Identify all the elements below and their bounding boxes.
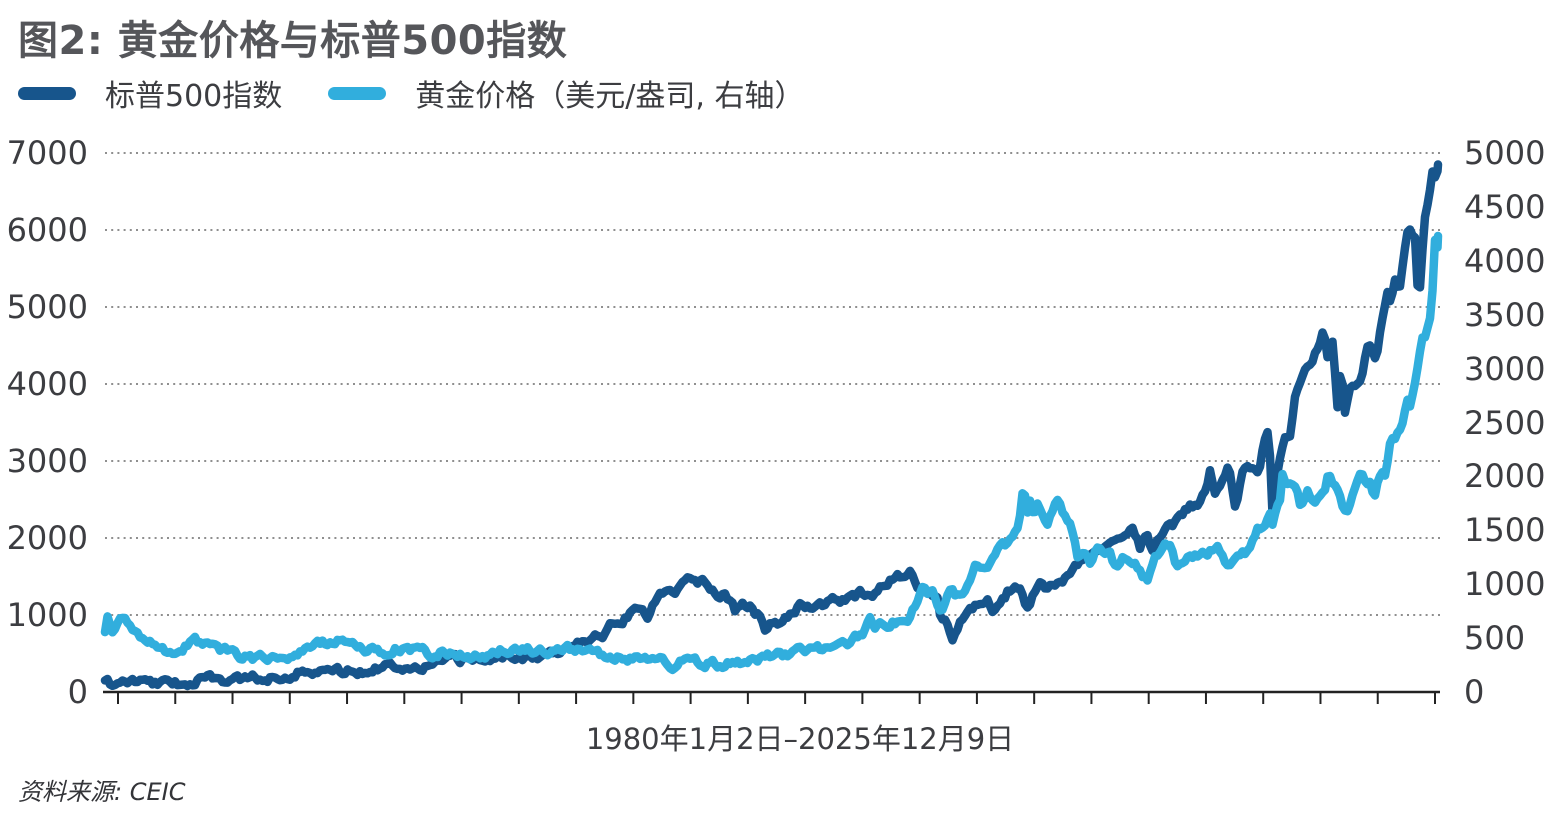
gold-line-swatch	[328, 86, 387, 100]
right-axis-tick-label: 1500	[1464, 511, 1546, 550]
sp500-line	[100, 160, 1443, 691]
right-axis-tick-label: 2500	[1464, 403, 1546, 442]
right-axis-tick-label: 4000	[1464, 241, 1546, 280]
right-y-axis: 5000 4500 4000 3500 3000 2500 2000 1500 1000 500 0	[1464, 0, 1556, 826]
right-axis-tick-label: 5000	[1464, 134, 1546, 172]
left-axis-tick-label: 4000	[6, 365, 88, 403]
legend-item-gold: 黄金价格（美元/盎司, 右轴）	[328, 71, 804, 115]
left-axis-tick-label: 5000	[6, 288, 88, 326]
gold-price-line	[100, 231, 1443, 675]
sp500-line-swatch	[18, 86, 76, 100]
left-axis-tick-label: 1000	[6, 596, 88, 634]
left-axis-tick-label: 3000	[6, 442, 88, 480]
left-axis-tick-label: 2000	[6, 519, 88, 557]
right-axis-tick-label: 4500	[1464, 187, 1546, 226]
right-axis-tick-label: 0	[1464, 673, 1485, 711]
source-note: 资料来源: CEIC	[18, 778, 186, 806]
sp500-legend-label: 标普500指数	[105, 79, 283, 114]
right-axis-tick-label: 3500	[1464, 295, 1546, 334]
right-axis-tick-label: 500	[1464, 619, 1526, 658]
left-axis-tick-label: 0	[67, 673, 88, 711]
left-axis-tick-label: 7000	[6, 134, 88, 172]
right-axis-tick-label: 2000	[1464, 457, 1546, 496]
chart-title: 图2: 黄金价格与标普500指数	[18, 18, 568, 64]
left-axis-tick-label: 6000	[6, 211, 88, 249]
chart-legend: 标普500指数 黄金价格（美元/盎司, 右轴）	[18, 71, 804, 115]
x-axis-label: 1980年1月2日–2025年12月9日	[585, 722, 1015, 756]
left-y-axis: 7000 6000 5000 4000 3000 2000 1000 0	[0, 0, 88, 826]
legend-item-sp500: 标普500指数	[18, 71, 282, 115]
right-axis-tick-label: 1000	[1464, 565, 1546, 604]
right-axis-tick-label: 3000	[1464, 349, 1546, 388]
gold-legend-label: 黄金价格（美元/盎司, 右轴）	[415, 79, 805, 114]
